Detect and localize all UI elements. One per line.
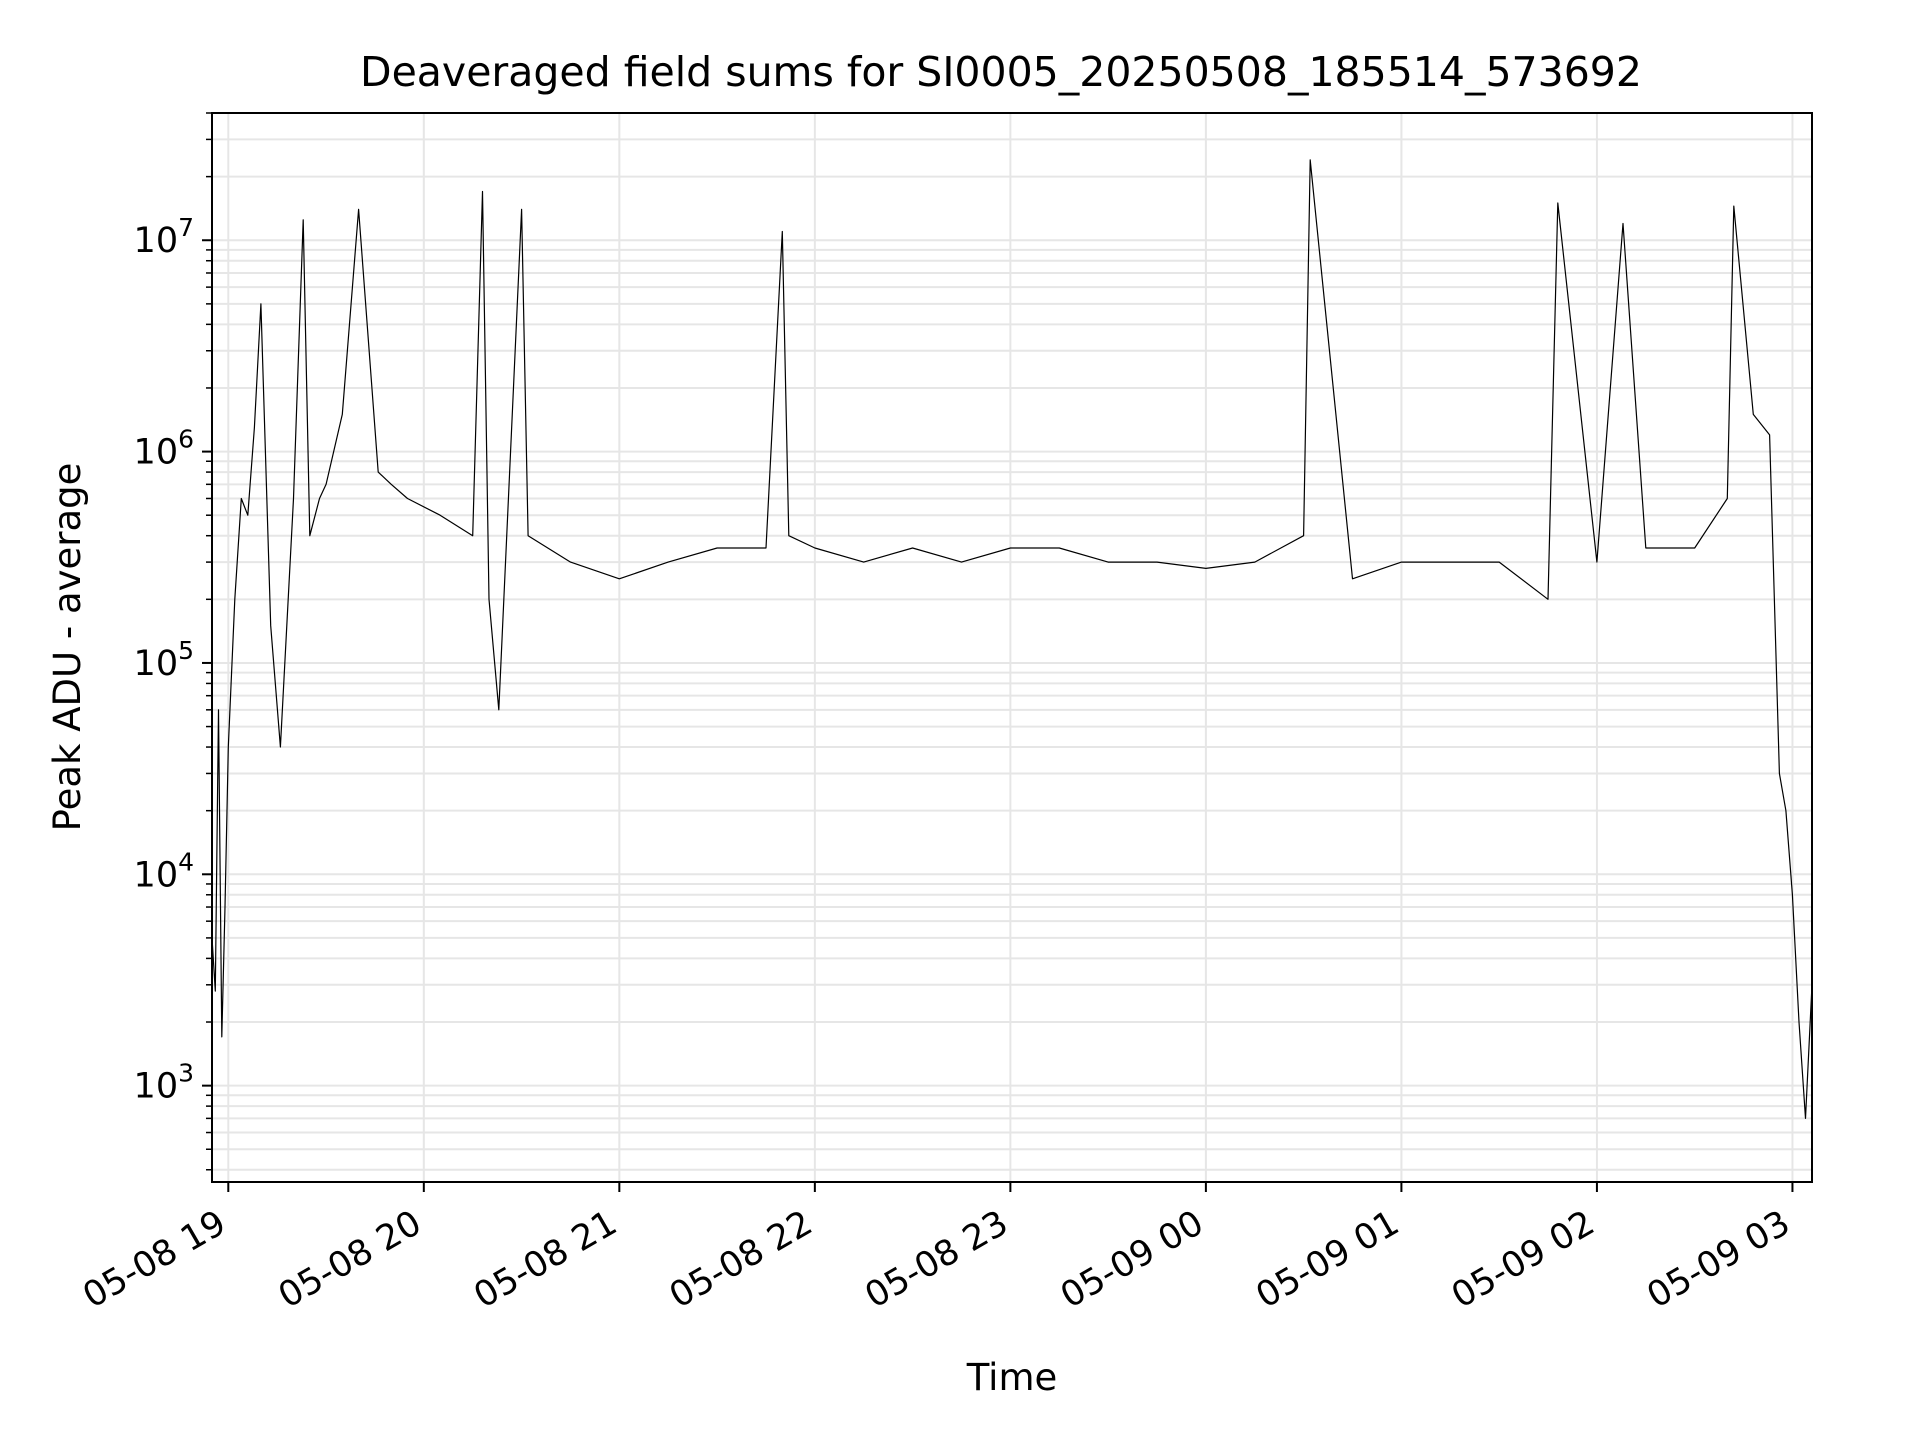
chart-title: Deaveraged field sums for SI0005_2025050…	[360, 48, 1642, 96]
y-tick-label: 104	[134, 847, 194, 895]
y-tick-label: 103	[134, 1059, 194, 1107]
y-tick-label: 105	[134, 636, 194, 684]
grid	[212, 112, 1812, 1182]
y-tick-label: 107	[134, 213, 194, 261]
y-tick-label: 106	[134, 425, 194, 473]
series-line	[211, 159, 1813, 1119]
y-axis: 103 104 105 106 107	[134, 112, 212, 1171]
y-axis-label: Peak ADU - average	[46, 463, 89, 832]
x-axis-label: Time	[966, 1356, 1058, 1399]
plot-frame	[211, 112, 1813, 1183]
